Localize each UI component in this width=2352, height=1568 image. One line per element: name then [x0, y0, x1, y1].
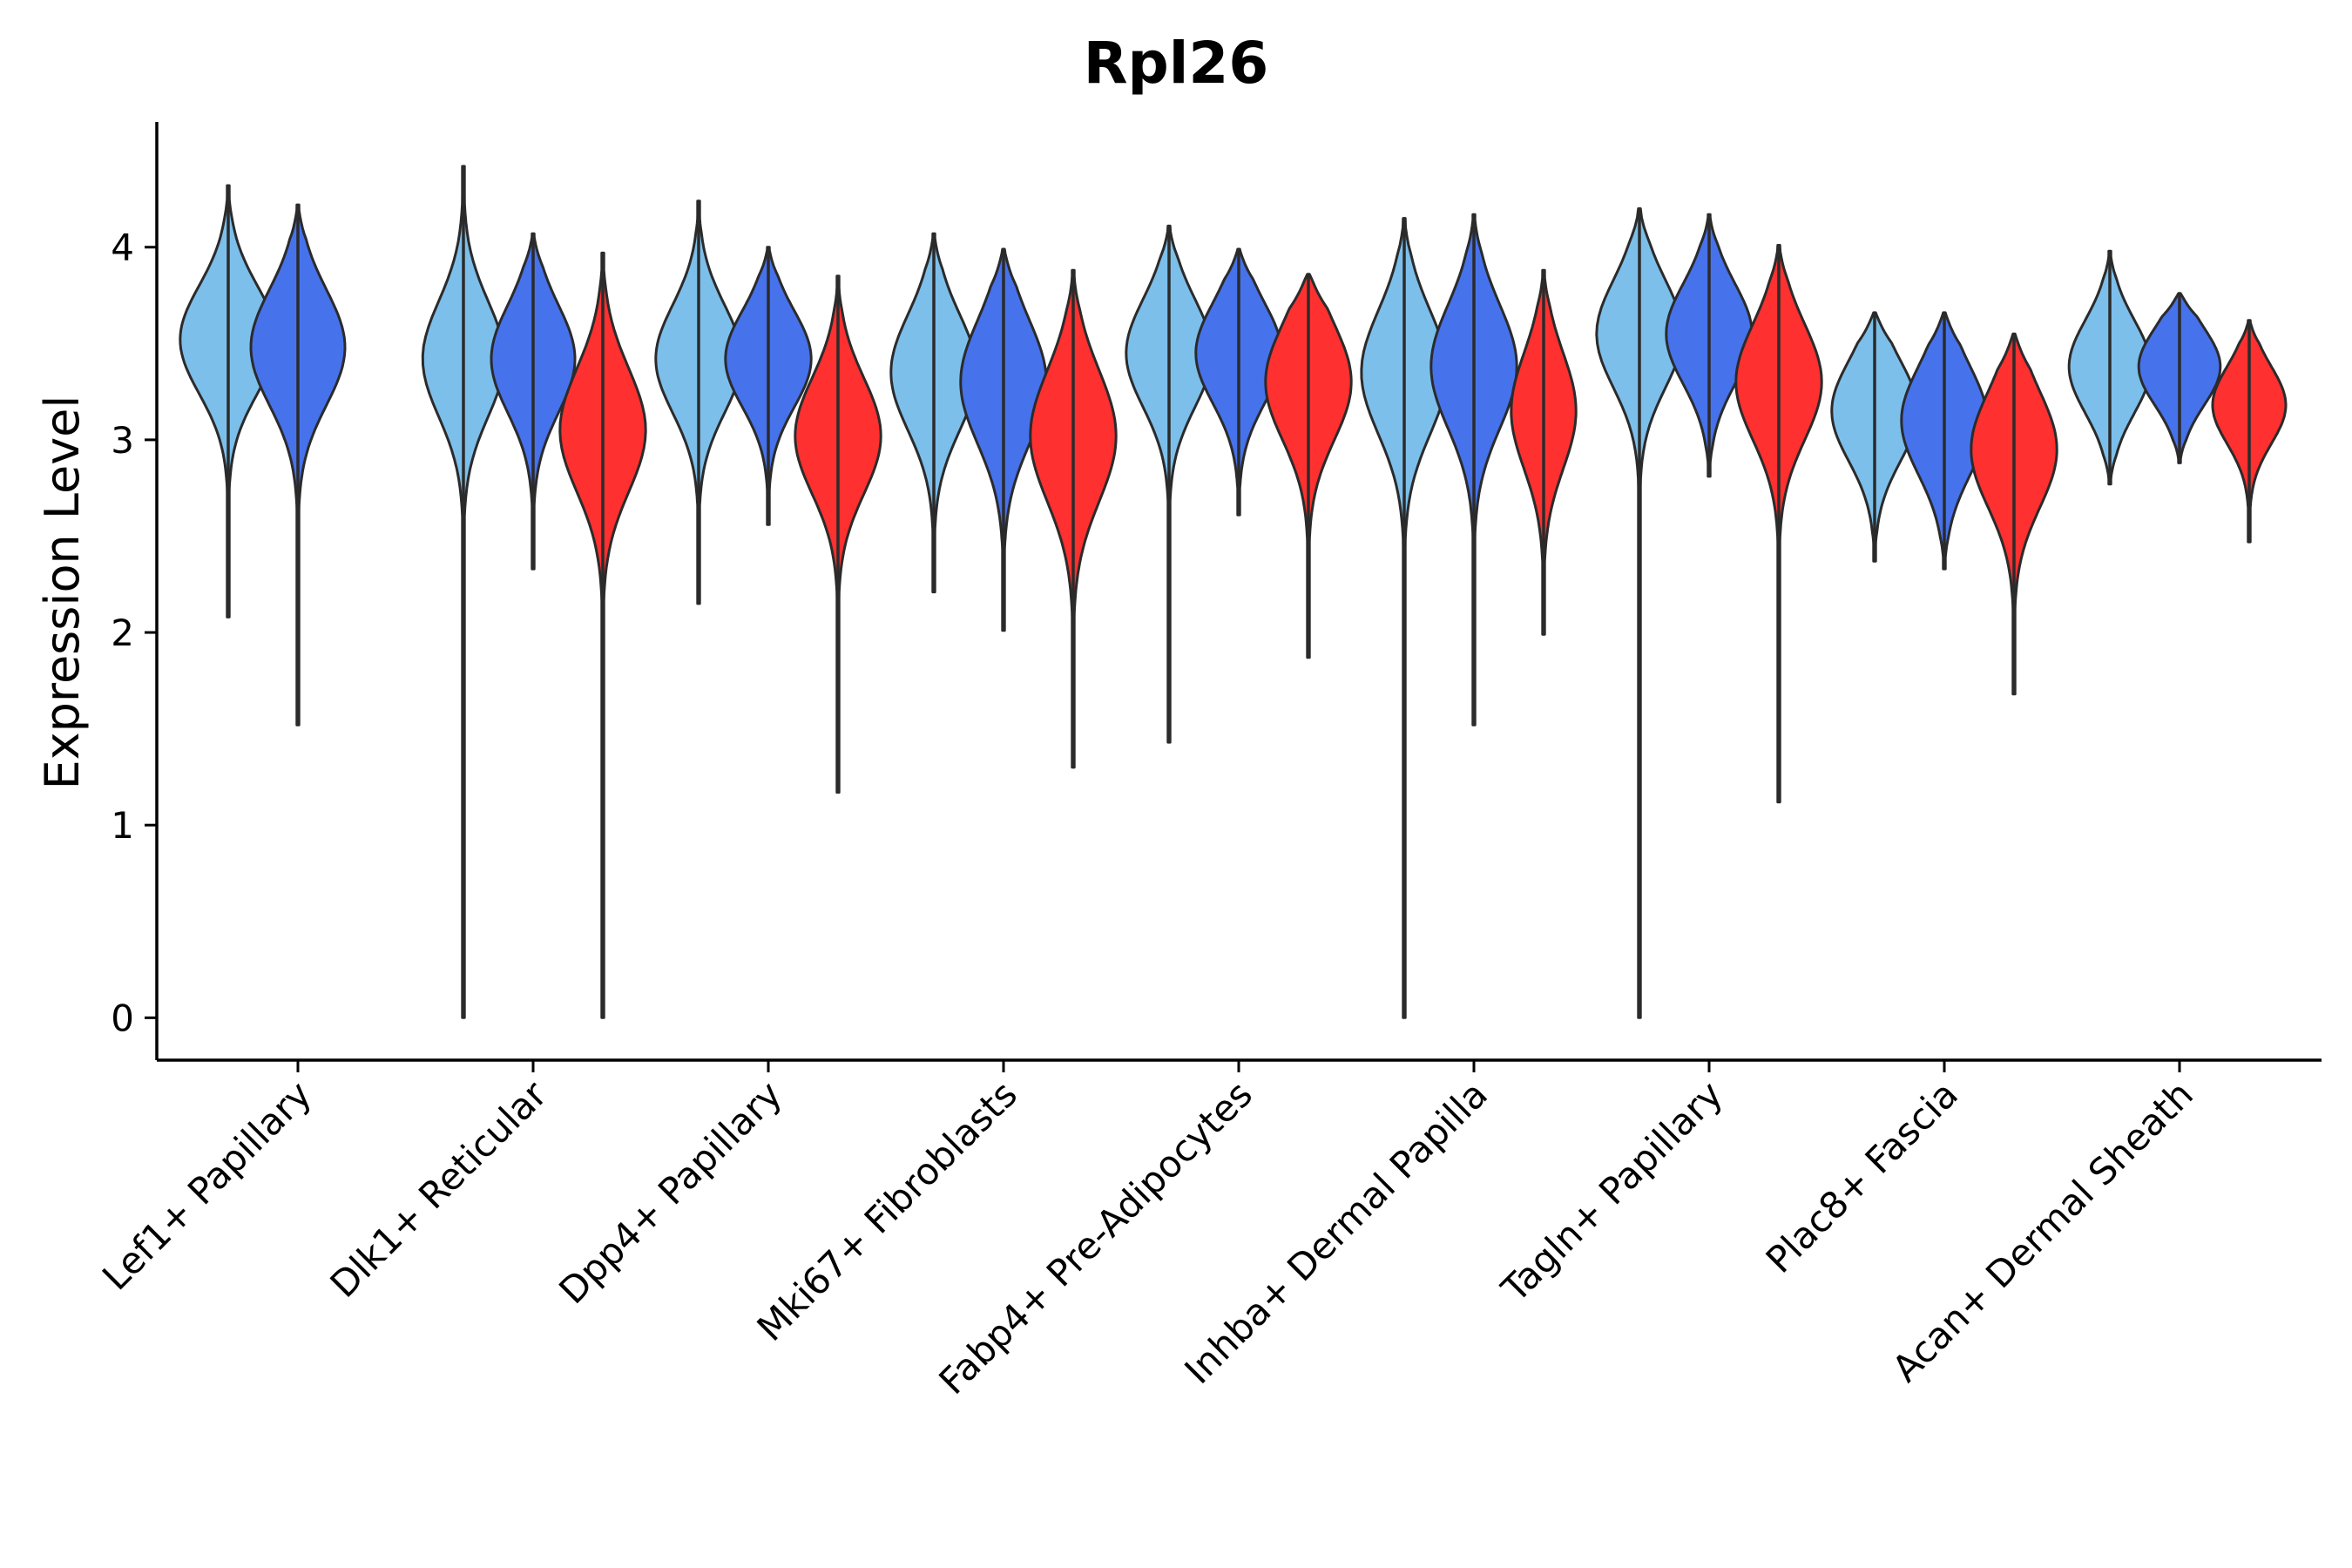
- y-tick-label: 4: [111, 226, 134, 269]
- x-tick-label: Mki67+ Fibroblasts: [749, 1072, 1025, 1348]
- x-tick-label: Plac8+ Fascia: [1758, 1072, 1966, 1281]
- y-axis: 0 1 2 3 4: [111, 122, 159, 1060]
- x-tick-label: Tagln+ Papillary: [1493, 1072, 1731, 1310]
- x-tick-label: Lef1+ Papillary: [94, 1072, 320, 1298]
- y-tick-label: 3: [111, 419, 134, 462]
- x-tick-label: Dpp4+ Papillary: [551, 1072, 790, 1312]
- violin-group: [179, 165, 2288, 1019]
- x-tick-label: Dlk1+ Reticular: [322, 1072, 556, 1306]
- chart-title: Rpl26: [1084, 30, 1269, 97]
- y-tick-label: 1: [111, 804, 134, 847]
- y-axis-label: Expression Level: [35, 395, 90, 790]
- y-tick-label: 0: [111, 997, 134, 1039]
- y-tick-label: 2: [111, 612, 134, 654]
